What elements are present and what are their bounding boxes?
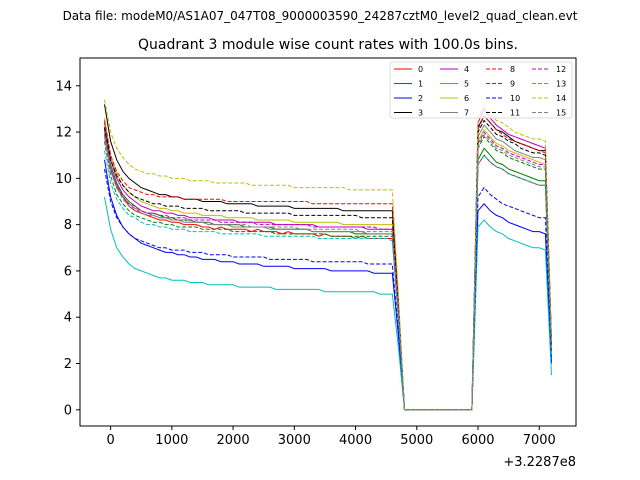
chart-title: Quadrant 3 module wise count rates with … bbox=[138, 37, 518, 53]
x-tick-label: 3000 bbox=[278, 433, 311, 448]
x-axis-offset-label: +3.2287e8 bbox=[503, 455, 576, 470]
x-tick-label: 4000 bbox=[339, 433, 372, 448]
figure-suptitle: Data file: modeM0/AS1A07_047T08_90000035… bbox=[63, 9, 578, 23]
legend-label: 13 bbox=[556, 80, 566, 89]
x-tick-label: 2000 bbox=[217, 433, 250, 448]
legend-label: 5 bbox=[464, 80, 469, 89]
y-axis: 0 2 4 6 8 10 12 14 bbox=[55, 79, 80, 418]
legend-label: 8 bbox=[510, 65, 515, 74]
y-tick-label: 8 bbox=[64, 218, 72, 233]
series-line-5 bbox=[104, 196, 552, 411]
x-tick-label: 7000 bbox=[523, 433, 556, 448]
series-line-9 bbox=[104, 135, 552, 411]
legend-label: 14 bbox=[556, 94, 566, 103]
y-tick-label: 14 bbox=[55, 79, 72, 94]
legend-label: 1 bbox=[418, 80, 423, 89]
legend-label: 0 bbox=[418, 65, 423, 74]
y-tick-label: 2 bbox=[64, 357, 72, 372]
legend-label: 6 bbox=[464, 94, 469, 103]
y-tick-label: 0 bbox=[64, 403, 72, 418]
x-tick-label: 1000 bbox=[155, 433, 188, 448]
legend-label: 11 bbox=[510, 109, 520, 118]
legend-box bbox=[389, 61, 573, 119]
legend-label: 3 bbox=[418, 109, 423, 118]
plot-frame bbox=[79, 57, 577, 427]
legend-label: 7 bbox=[464, 109, 469, 118]
legend-label: 10 bbox=[510, 94, 520, 103]
x-tick-label: 5000 bbox=[400, 433, 433, 448]
series-line-14 bbox=[104, 99, 552, 411]
legend-label: 15 bbox=[556, 109, 566, 118]
x-axis: 0 1000 2000 3000 4000 5000 6000 7000 bbox=[106, 426, 556, 448]
legend-label: 12 bbox=[556, 65, 566, 74]
y-tick-label: 4 bbox=[64, 311, 72, 326]
legend-label: 9 bbox=[510, 80, 515, 89]
x-tick-label: 6000 bbox=[461, 433, 494, 448]
y-tick-label: 10 bbox=[55, 172, 72, 187]
y-tick-label: 12 bbox=[55, 126, 72, 141]
legend-label: 4 bbox=[464, 65, 469, 74]
legend-label: 2 bbox=[418, 94, 423, 103]
plot-area: 0 1000 2000 3000 4000 5000 6000 7000 0246810121… bbox=[55, 57, 577, 470]
series-line-15 bbox=[104, 133, 552, 411]
x-tick-label: 0 bbox=[106, 433, 114, 448]
series-layer bbox=[104, 99, 552, 411]
y-tick-label: 6 bbox=[64, 264, 72, 279]
